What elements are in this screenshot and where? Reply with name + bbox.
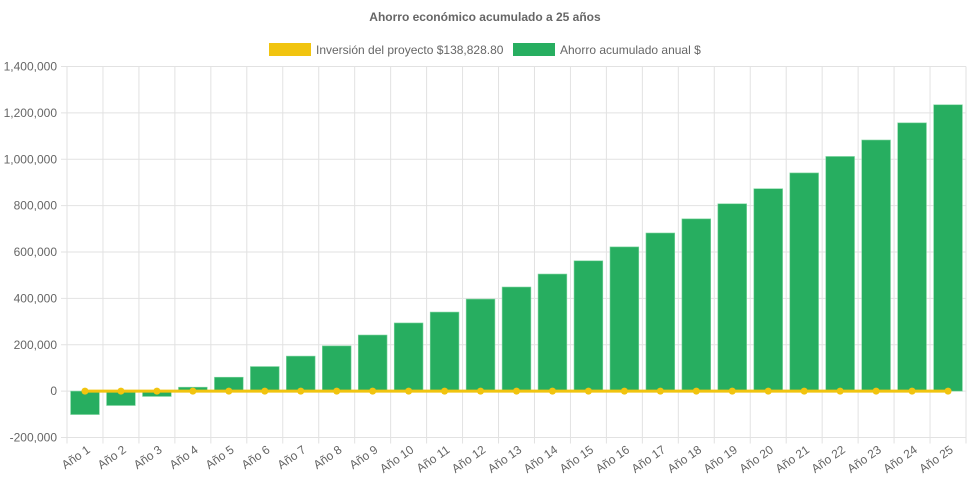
x-tick-label: Año 7 <box>275 442 309 472</box>
x-tick-label: Año 5 <box>203 442 237 472</box>
line-point <box>584 387 592 395</box>
y-tick-label: 1,400,000 <box>4 60 58 74</box>
line-point <box>548 387 556 395</box>
y-axis: -200,000 0 200,000 400,000 600,000 800,000 1,0… <box>4 60 58 445</box>
line-point <box>656 387 664 395</box>
bar <box>573 260 604 392</box>
bar <box>825 156 855 392</box>
bar <box>681 218 711 392</box>
x-tick-label: Año 19 <box>701 442 740 475</box>
bar <box>609 246 640 392</box>
bar <box>861 139 891 392</box>
bar <box>322 345 352 392</box>
bar <box>70 390 100 415</box>
bar <box>933 104 963 392</box>
y-tick-label: -200,000 <box>10 431 58 445</box>
line-point <box>477 387 485 395</box>
x-tick-label: Año 25 <box>917 442 956 475</box>
line-point <box>225 387 233 395</box>
line-point <box>800 387 808 395</box>
line-point <box>441 387 449 395</box>
x-tick-label: Año 3 <box>131 442 165 472</box>
x-tick-label: Año 11 <box>414 442 453 475</box>
x-tick-label: Año 13 <box>485 442 524 475</box>
x-tick-label: Año 4 <box>167 442 201 472</box>
chart-title: Ahorro económico acumulado a 25 años <box>369 10 601 24</box>
line-point <box>333 387 341 395</box>
line-series <box>81 387 952 395</box>
x-tick-label: Año 8 <box>311 442 345 472</box>
x-tick-label: Año 12 <box>449 442 488 475</box>
y-tick-label: 400,000 <box>14 291 58 305</box>
bar <box>897 122 927 392</box>
y-tick-label: 1,200,000 <box>4 106 58 120</box>
y-tick-label: 200,000 <box>14 338 58 352</box>
x-tick-label: Año 2 <box>95 442 129 472</box>
y-tick-label: 600,000 <box>14 245 58 259</box>
x-tick-label: Año 21 <box>773 442 812 475</box>
x-tick-label: Año 18 <box>665 442 704 475</box>
x-tick-label: Año 1 <box>59 442 93 472</box>
bar-series <box>70 104 963 415</box>
line-point <box>728 387 736 395</box>
line-point <box>81 387 89 395</box>
x-tick-label: Año 22 <box>809 442 848 475</box>
line-point <box>189 387 197 395</box>
bar <box>429 311 460 392</box>
legend: Inversión del proyecto $138,828.80 Ahorro… <box>269 43 701 57</box>
x-tick-label: Año 15 <box>557 442 596 475</box>
x-tick-label: Año 9 <box>347 442 381 472</box>
line-point <box>836 387 844 395</box>
bar <box>501 286 532 392</box>
line-point <box>692 387 700 395</box>
line-point <box>872 387 880 395</box>
bar <box>250 366 280 392</box>
line-point <box>261 387 269 395</box>
legend-label-inversion: Inversión del proyecto $138,828.80 <box>316 43 504 57</box>
x-tick-label: Año 10 <box>377 442 416 475</box>
bar <box>393 322 424 392</box>
x-tick-label: Año 6 <box>239 442 273 472</box>
y-tick-label: 0 <box>50 384 57 398</box>
x-tick-label: Año 20 <box>737 442 776 475</box>
x-tick-label: Año 17 <box>629 442 668 475</box>
bar <box>537 273 568 392</box>
legend-swatch-ahorro <box>513 43 555 56</box>
line-point <box>513 387 520 395</box>
line-point <box>369 387 377 395</box>
bar <box>789 172 819 392</box>
line-point <box>908 387 916 395</box>
bar <box>753 188 783 392</box>
line-point <box>764 387 772 395</box>
y-tick-label: 1,000,000 <box>4 152 58 166</box>
x-tick-label: Año 23 <box>845 442 884 475</box>
line-point <box>620 387 628 395</box>
line-point <box>117 387 125 395</box>
y-tick-label: 800,000 <box>14 199 58 213</box>
bar <box>645 232 676 392</box>
x-tick-label: Año 16 <box>593 442 632 475</box>
bar <box>357 334 388 392</box>
line-point <box>297 387 305 395</box>
bar <box>286 355 316 392</box>
x-axis: Año 1 Año 2 Año 3 Año 4 Año 5 Año 6 Año 7 Año 8… <box>59 442 956 475</box>
legend-swatch-inversion <box>269 43 311 56</box>
line-point <box>944 387 952 395</box>
bar <box>465 298 496 392</box>
legend-label-ahorro: Ahorro acumulado anual $ <box>560 43 701 57</box>
line-point <box>153 387 161 395</box>
grid <box>61 66 967 444</box>
x-tick-label: Año 14 <box>521 442 560 475</box>
bar <box>717 203 747 392</box>
x-tick-label: Año 24 <box>881 442 920 475</box>
line-point <box>405 387 413 395</box>
